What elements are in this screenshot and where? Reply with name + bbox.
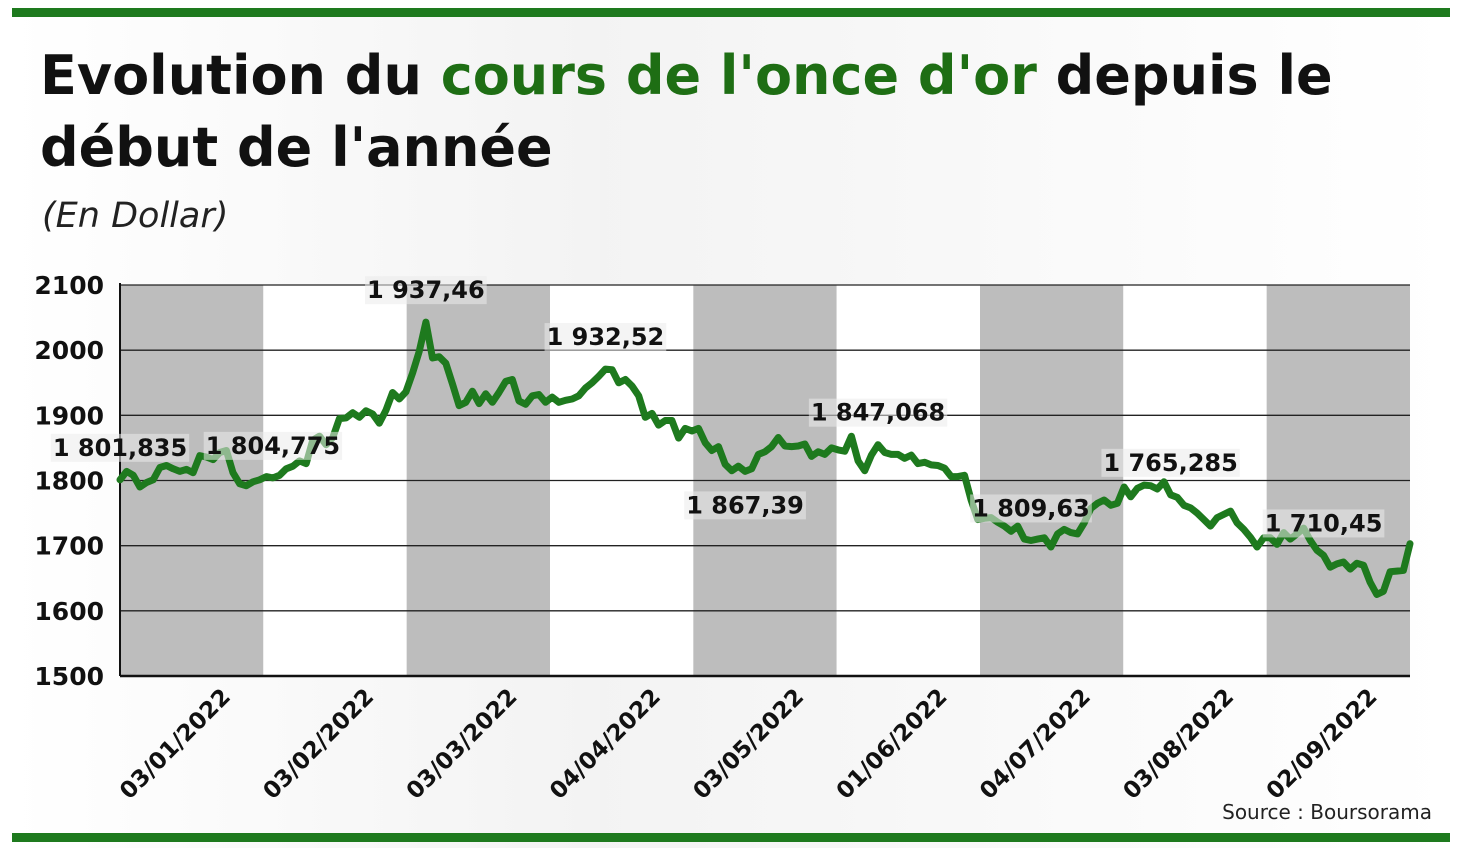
data-label: 1 847,068 <box>808 398 948 427</box>
y-tick-label: 2000 <box>34 336 104 365</box>
y-tick-label: 1500 <box>34 662 104 691</box>
data-label: 1 937,46 <box>365 276 487 305</box>
data-label-backdrop <box>970 494 1092 523</box>
data-label-text: 1 804,775 <box>206 432 340 460</box>
x-tick-label: 01/06/2022 <box>832 684 953 805</box>
x-tick-label: 03/03/2022 <box>402 684 523 805</box>
data-label: 1 801,835 <box>50 433 190 462</box>
data-label-text: 1 765,285 <box>1103 449 1237 477</box>
x-tick-label: 03/01/2022 <box>115 684 236 805</box>
data-label-text: 1 809,63 <box>972 494 1090 522</box>
x-tick-label: 03/05/2022 <box>688 684 809 805</box>
data-label: 1 867,39 <box>684 491 806 520</box>
x-tick-label: 03/08/2022 <box>1118 684 1239 805</box>
x-tick-label: 02/09/2022 <box>1262 684 1383 805</box>
data-label-backdrop <box>365 276 487 305</box>
data-label-text: 1 932,52 <box>547 323 665 351</box>
y-tick-label: 1700 <box>34 532 104 561</box>
bottom-accent-bar <box>12 833 1450 842</box>
title-part-2: depuis le début de l'année <box>40 44 1333 179</box>
data-labels: 1 801,835 1 804,775 1 937,46 1 932,52 1 867,… <box>50 276 1385 538</box>
data-label: 1 932,52 <box>544 323 667 352</box>
data-label: 1 804,775 <box>203 431 343 460</box>
chart-subtitle: (En Dollar) <box>42 196 229 236</box>
data-label-backdrop <box>1262 509 1385 538</box>
data-label: 1 710,45 <box>1262 509 1385 538</box>
data-label-text: 1 937,46 <box>367 276 485 304</box>
x-tick-label: 03/02/2022 <box>258 684 379 805</box>
data-label-text: 1 801,835 <box>53 434 187 462</box>
y-tick-label: 1900 <box>34 401 104 430</box>
data-label-text: 1 847,068 <box>811 399 945 427</box>
top-accent-bar <box>12 8 1450 17</box>
data-label-text: 1 710,45 <box>1265 509 1383 537</box>
data-label-backdrop <box>808 398 948 427</box>
title-highlight: cours de l'once d'or <box>440 44 1037 107</box>
data-label: 1 765,285 <box>1101 448 1240 477</box>
y-tick-labels: 2100 2000 1900 1800 1700 1600 1500 <box>34 271 104 691</box>
data-label-text: 1 867,39 <box>686 491 804 519</box>
data-label-backdrop <box>684 491 806 520</box>
data-label: 1 809,63 <box>970 494 1092 523</box>
y-tick-label: 1800 <box>34 467 104 496</box>
data-label-backdrop <box>50 433 190 462</box>
y-tick-label: 1600 <box>34 597 104 626</box>
data-label-backdrop <box>544 323 667 352</box>
series-line <box>116 318 1414 598</box>
data-label-backdrop <box>1101 448 1240 477</box>
y-tick-label: 2100 <box>34 271 104 300</box>
x-tick-label: 04/07/2022 <box>975 684 1096 805</box>
source-note: Source : Boursorama <box>1222 800 1432 824</box>
data-label-backdrop <box>203 431 343 460</box>
x-tick-label: 04/04/2022 <box>545 684 666 805</box>
x-tick-labels: 03/01/2022 03/02/2022 03/03/2022 04/04/2022… <box>115 684 1382 805</box>
chart-title: Evolution du cours de l'once d'or depuis… <box>40 40 1440 184</box>
title-part-1: Evolution du <box>40 44 441 107</box>
